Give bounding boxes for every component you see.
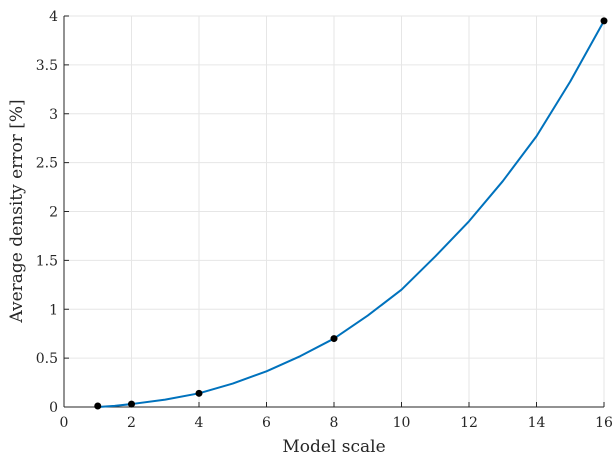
fit-curve-line bbox=[97, 20, 605, 408]
x-tick-label-0: 0 bbox=[60, 415, 69, 431]
data-point-2 bbox=[195, 389, 203, 397]
data-point-4 bbox=[600, 17, 608, 25]
y-tick-label-1: 0.5 bbox=[36, 351, 58, 367]
x-tick-label-7: 14 bbox=[528, 415, 546, 431]
ticks: 0 2 4 6 8 10 12 14 16 0 0.5 1 1.5 2 2.5 3 3.5 4 bbox=[36, 9, 613, 431]
x-tick-label-8: 16 bbox=[595, 415, 613, 431]
x-tick-label-6: 12 bbox=[460, 415, 478, 431]
x-tick-label-1: 2 bbox=[127, 415, 136, 431]
series bbox=[94, 17, 608, 410]
y-tick-label-0: 0 bbox=[49, 400, 58, 416]
y-tick-label-2: 1 bbox=[49, 302, 58, 318]
grid bbox=[63, 15, 605, 408]
x-tick-label-2: 4 bbox=[195, 415, 204, 431]
data-point-1 bbox=[128, 400, 135, 408]
x-tick-label-5: 10 bbox=[393, 415, 411, 431]
y-axis-label: Average density error [%] bbox=[7, 99, 27, 323]
x-tick-label-4: 8 bbox=[330, 415, 339, 431]
x-axis-label: Model scale bbox=[282, 437, 385, 457]
data-point-0 bbox=[94, 402, 102, 410]
y-tick-label-8: 4 bbox=[49, 9, 58, 25]
y-tick-label-6: 3 bbox=[49, 107, 58, 123]
y-tick-label-3: 1.5 bbox=[36, 253, 58, 269]
y-tick-label-4: 2 bbox=[49, 205, 58, 221]
y-tick-label-5: 2.5 bbox=[36, 156, 58, 172]
x-tick-label-3: 6 bbox=[262, 415, 271, 431]
data-point-3 bbox=[330, 335, 338, 343]
y-tick-label-7: 3.5 bbox=[36, 58, 58, 74]
